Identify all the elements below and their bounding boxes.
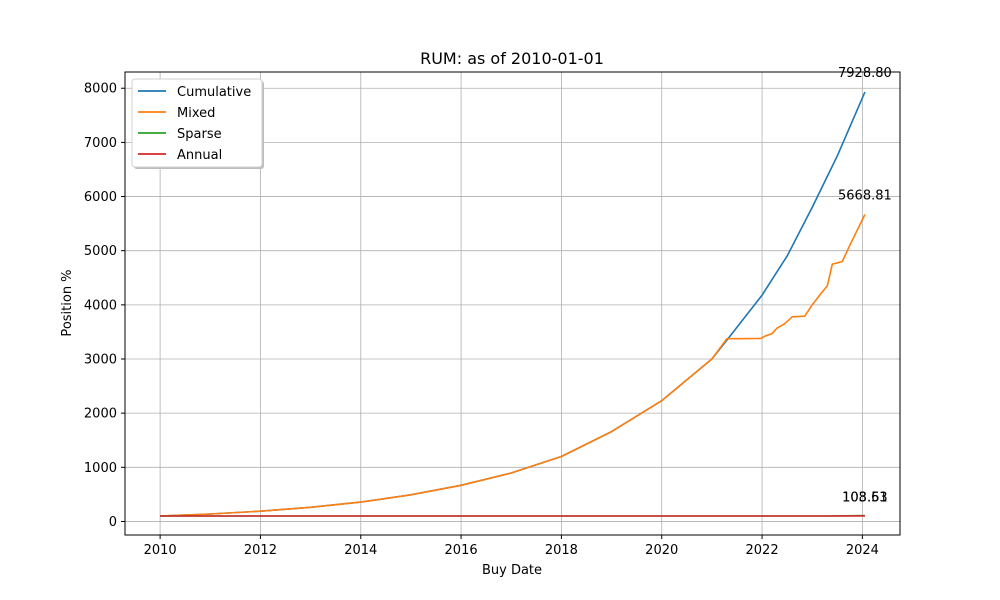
x-axis-title: Buy Date xyxy=(482,563,542,578)
legend-box xyxy=(131,78,263,168)
end-label-cumulative: 7928.80 xyxy=(838,66,892,81)
y-tick-label: 4000 xyxy=(84,298,117,313)
x-tick-label: 2010 xyxy=(144,543,177,558)
series-layer xyxy=(160,91,866,517)
y-tick-label: 5000 xyxy=(84,244,117,259)
y-tick-label: 2000 xyxy=(84,407,117,422)
y-axis-title: Position % xyxy=(60,269,75,336)
y-tick-label: 7000 xyxy=(84,136,117,151)
x-tick-label: 2016 xyxy=(445,543,478,558)
chart-title: RUM: as of 2010-01-01 xyxy=(420,49,604,68)
plot-frame xyxy=(124,71,901,536)
y-tick-label: 0 xyxy=(109,515,117,530)
end-label-mixed: 5668.81 xyxy=(838,188,892,203)
x-tick-label: 2018 xyxy=(545,543,578,558)
y-tick-label: 3000 xyxy=(84,353,117,368)
ticks: 2010 2012 2014 2016 2018 2020 2022 2024 0 1000 200… xyxy=(84,82,879,558)
series-line-mixed xyxy=(160,214,866,517)
y-tick-label: 6000 xyxy=(84,190,117,205)
x-tick-label: 2014 xyxy=(344,543,377,558)
legend-label-annual: Annual xyxy=(177,148,222,163)
y-tick-label: 8000 xyxy=(84,82,117,97)
x-tick-label: 2020 xyxy=(645,543,678,558)
x-tick-label: 2022 xyxy=(746,543,779,558)
x-tick-label: 2012 xyxy=(244,543,277,558)
legend-label-cumulative: Cumulative xyxy=(177,85,251,100)
y-tick-label: 1000 xyxy=(84,461,117,476)
grid xyxy=(125,72,900,535)
legend: Cumulative Mixed Sparse Annual xyxy=(131,78,264,169)
legend-label-mixed: Mixed xyxy=(177,106,215,121)
end-label-sparse: 108.61 xyxy=(842,491,888,506)
legend-label-sparse: Sparse xyxy=(177,127,222,142)
x-tick-label: 2024 xyxy=(846,543,879,558)
end-label-annual: 103.53 xyxy=(842,491,888,506)
